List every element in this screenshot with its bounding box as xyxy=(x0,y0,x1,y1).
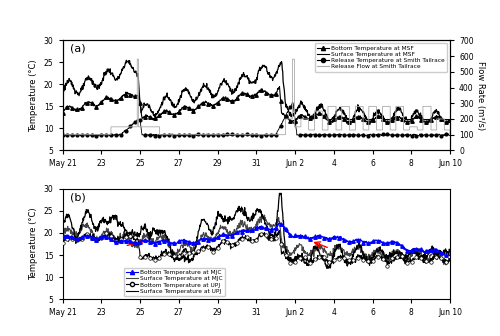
Bottom Temperature at MJC xyxy=(434,249,440,253)
Bottom Temperature at UPJ xyxy=(276,228,282,233)
Bottom Temperature at UPJ xyxy=(78,239,84,243)
Bottom Temperature at UPJ xyxy=(384,264,390,268)
Legend: Bottom Temperature at MJC, Surface Temperature at MJC, Bottom Temperature at UPJ: Bottom Temperature at MJC, Surface Tempe… xyxy=(124,267,225,296)
Surface Temperature at UPJ xyxy=(288,261,294,265)
Bottom Temperature at UPJ xyxy=(60,241,66,245)
Bottom Temperature at MJC xyxy=(288,233,294,237)
Bottom Temperature at MJC xyxy=(428,248,434,252)
Surface Temperature at MJC xyxy=(60,231,66,235)
Surface Temperature at UPJ xyxy=(220,220,226,224)
Bottom Temperature at UPJ xyxy=(434,254,440,258)
Bottom Temperature at MJC xyxy=(276,221,282,225)
Text: (b): (b) xyxy=(70,192,86,202)
Bottom Temperature at MJC xyxy=(443,254,449,258)
Surface Temperature at MJC xyxy=(447,258,453,262)
Line: Surface Temperature at UPJ: Surface Temperature at UPJ xyxy=(62,193,450,268)
Surface Temperature at UPJ xyxy=(60,220,66,224)
Surface Temperature at UPJ xyxy=(78,227,84,231)
Bottom Temperature at UPJ xyxy=(428,256,434,260)
Y-axis label: Temperature (°C): Temperature (°C) xyxy=(29,59,38,132)
Bottom Temperature at UPJ xyxy=(447,259,453,263)
Bottom Temperature at MJC xyxy=(447,253,453,257)
Surface Temperature at MJC xyxy=(78,227,84,231)
Bottom Temperature at MJC xyxy=(132,241,138,245)
Surface Temperature at MJC xyxy=(220,225,226,229)
Bottom Temperature at UPJ xyxy=(288,258,294,262)
Surface Temperature at UPJ xyxy=(447,250,453,254)
Surface Temperature at MJC xyxy=(434,253,440,257)
Surface Temperature at UPJ xyxy=(324,266,330,270)
Bottom Temperature at MJC xyxy=(220,233,226,237)
Bottom Temperature at UPJ xyxy=(132,236,138,240)
Text: (a): (a) xyxy=(70,44,86,54)
Y-axis label: Temperature (°C): Temperature (°C) xyxy=(29,208,38,280)
Legend: Bottom Temperature at MSF, Surface Temperature at MSF, Release Temperature at Sm: Bottom Temperature at MSF, Surface Tempe… xyxy=(314,43,447,72)
Line: Bottom Temperature at MJC: Bottom Temperature at MJC xyxy=(61,221,452,258)
Surface Temperature at MJC xyxy=(262,213,268,217)
Surface Temperature at MJC xyxy=(443,263,449,267)
Surface Temperature at UPJ xyxy=(132,230,138,235)
Surface Temperature at UPJ xyxy=(276,191,282,195)
Surface Temperature at UPJ xyxy=(434,253,440,257)
Line: Bottom Temperature at UPJ: Bottom Temperature at UPJ xyxy=(61,229,452,267)
Y-axis label: Flow Rate (m³/s): Flow Rate (m³/s) xyxy=(476,61,485,130)
Surface Temperature at MJC xyxy=(428,252,434,256)
Line: Surface Temperature at MJC: Surface Temperature at MJC xyxy=(62,215,450,265)
Surface Temperature at MJC xyxy=(132,241,138,245)
Bottom Temperature at MJC xyxy=(78,236,84,240)
Surface Temperature at MJC xyxy=(288,252,294,256)
Bottom Temperature at UPJ xyxy=(220,239,226,243)
Bottom Temperature at MJC xyxy=(60,236,66,240)
Surface Temperature at UPJ xyxy=(428,247,434,251)
